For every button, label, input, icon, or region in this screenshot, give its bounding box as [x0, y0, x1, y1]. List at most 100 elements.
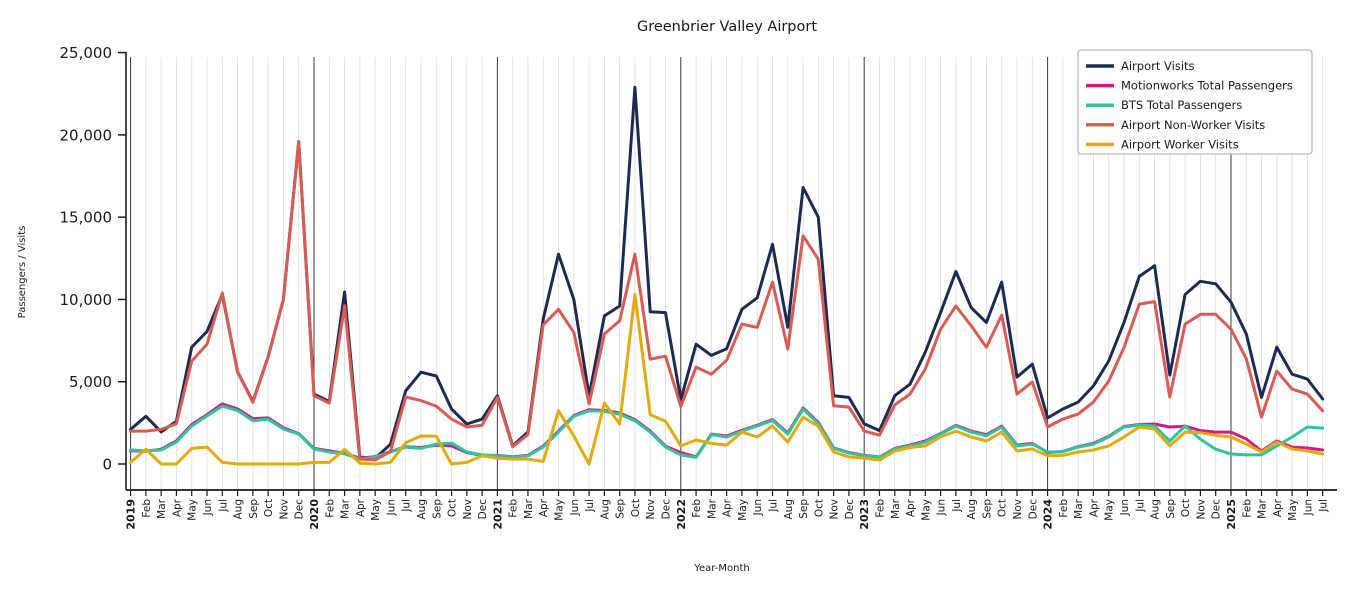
x-tick-label: Oct [263, 499, 275, 517]
x-tick-label: Jun [569, 499, 581, 516]
x-tick-label: Oct [447, 499, 459, 517]
x-tick-label: May [920, 499, 932, 521]
x-tick-label: Jun [936, 499, 948, 516]
x-tick-label: Mar [523, 498, 535, 518]
x-tick-label: Jun [1119, 499, 1131, 516]
x-tick-label: 2022 [675, 499, 688, 530]
series-line-airport-non-worker-visits [129, 140, 1325, 462]
x-tick-label: 2023 [858, 499, 871, 530]
x-tick-label: May [1104, 499, 1116, 521]
x-tick-label: Mar [340, 498, 352, 518]
x-tick-label: Sep [615, 499, 627, 519]
tick-labels: 2019 Feb Mar Apr May Jun Jul Aug Sep Oct Nov Dec 202… [60, 44, 1330, 530]
x-tick-label: Mar [156, 498, 168, 518]
x-tick-label: 2019 [125, 499, 138, 530]
x-tick-label: Apr [355, 498, 367, 517]
y-tick-label: 25,000 [60, 44, 113, 62]
x-tick-label: Dec [661, 499, 673, 520]
x-tick-label: Feb [508, 499, 520, 518]
legend-item-label: Airport Non-Worker Visits [1121, 118, 1265, 132]
series-line-airport-worker-visits [129, 293, 1325, 466]
x-tick-label: Jul [767, 499, 779, 513]
x-tick-label: Feb [1241, 499, 1253, 518]
x-tick-label: Apr [171, 498, 183, 517]
legend-item: Airport Worker Visits [1086, 137, 1239, 151]
x-tick-label: Aug [233, 499, 245, 520]
x-tick-label: Apr [1272, 498, 1284, 517]
x-tick-label: Oct [997, 499, 1009, 517]
x-tick-label: Dec [294, 499, 306, 520]
data-series [129, 85, 1325, 466]
legend-item: Airport Non-Worker Visits [1086, 118, 1265, 132]
x-tick-label: Aug [416, 499, 428, 520]
x-tick-label: Aug [783, 499, 795, 520]
x-tick-label: Nov [829, 499, 841, 520]
x-axis-label: Year-Month [693, 563, 749, 574]
x-tick-label: Nov [462, 499, 474, 520]
x-tick-label: Sep [798, 499, 810, 519]
x-tick-label: Sep [1165, 499, 1177, 519]
x-tick-label: Aug [599, 499, 611, 520]
x-tick-label: Mar [706, 498, 718, 518]
x-tick-label: Jul [401, 499, 413, 513]
x-tick-label: May [370, 499, 382, 521]
x-tick-label: Sep [431, 499, 443, 519]
legend-item: Airport Visits [1086, 59, 1195, 73]
x-tick-label: Aug [1150, 499, 1162, 520]
x-tick-label: Nov [645, 499, 657, 520]
x-tick-label: Nov [1012, 499, 1024, 520]
x-tick-label: Jul [951, 499, 963, 513]
x-tick-label: Jun [1302, 499, 1314, 516]
legend-item: BTS Total Passengers [1086, 98, 1242, 112]
y-tick-label: 5,000 [69, 373, 112, 391]
x-tick-label: Dec [844, 499, 856, 520]
y-tick-label: 0 [102, 456, 112, 474]
x-tick-label: May [1287, 499, 1299, 521]
x-tick-label: Apr [905, 498, 917, 517]
y-axis-label: Passengers / Visits [17, 226, 28, 319]
gridlines [130, 57, 1324, 490]
y-tick-label: 20,000 [60, 126, 113, 144]
x-tick-label: Dec [1211, 499, 1223, 520]
x-tick-label: Apr [538, 498, 550, 517]
x-tick-label: Sep [981, 499, 993, 519]
x-tick-label: Feb [874, 499, 886, 518]
x-tick-label: Oct [1180, 499, 1192, 517]
legend-item-label: Airport Worker Visits [1121, 137, 1239, 151]
x-tick-label: May [187, 499, 199, 521]
x-tick-label: 2020 [308, 499, 321, 530]
legend-item-label: Motionworks Total Passengers [1121, 79, 1293, 93]
legend-item: Motionworks Total Passengers [1086, 79, 1293, 93]
x-tick-label: Mar [1257, 498, 1269, 518]
x-tick-label: Feb [141, 499, 153, 518]
legend: Airport Visits Motionworks Total Passenge… [1077, 49, 1313, 155]
x-tick-label: Mar [890, 498, 902, 518]
axes [118, 51, 1337, 496]
chart-title: Greenbrier Valley Airport [637, 19, 817, 35]
x-tick-label: Feb [324, 499, 336, 518]
legend-item-label: BTS Total Passengers [1121, 98, 1242, 112]
x-tick-label: Apr [722, 498, 734, 517]
x-tick-label: Feb [691, 499, 703, 518]
legend-item-label: Airport Visits [1121, 59, 1195, 73]
x-tick-label: Oct [630, 499, 642, 517]
x-tick-label: Dec [1027, 499, 1039, 520]
x-tick-label: Dec [477, 499, 489, 520]
series-line-bts-total-passengers [129, 404, 1325, 461]
x-tick-label: Jul [1318, 499, 1330, 513]
x-tick-label: Sep [248, 499, 260, 519]
x-tick-label: Jun [752, 499, 764, 516]
x-tick-label: 2021 [491, 499, 504, 530]
x-tick-label: Feb [1058, 499, 1070, 518]
x-tick-label: 2025 [1225, 499, 1238, 530]
x-tick-label: May [737, 499, 749, 521]
y-tick-label: 10,000 [60, 291, 113, 309]
x-tick-label: Mar [1073, 498, 1085, 518]
x-tick-label: Jun [202, 499, 214, 516]
y-tick-label: 15,000 [60, 209, 113, 227]
x-tick-label: Jul [1134, 499, 1146, 513]
x-tick-label: Nov [278, 499, 290, 520]
x-tick-label: Aug [966, 499, 978, 520]
x-tick-label: Apr [1088, 498, 1100, 517]
